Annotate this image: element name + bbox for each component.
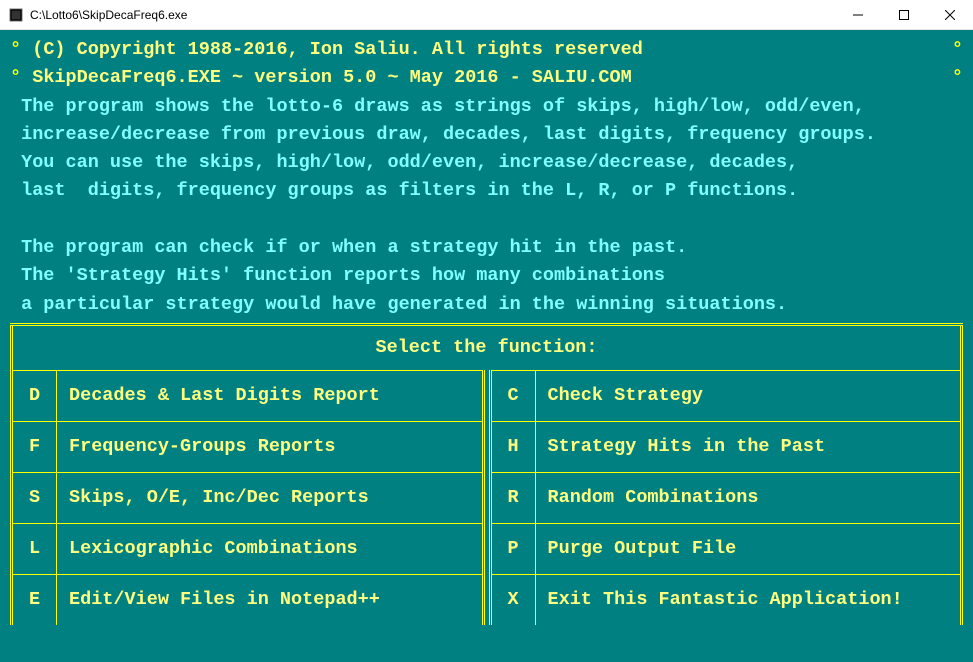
close-button[interactable] (927, 0, 973, 29)
menu-item-edit[interactable]: E Edit/View Files in Notepad++ (13, 574, 482, 625)
intro-line: The program shows the lotto-6 draws as s… (10, 93, 963, 121)
intro-line: increase/decrease from previous draw, de… (10, 121, 963, 149)
menu-grid: D Decades & Last Digits Report F Frequen… (10, 370, 963, 625)
menu-title: Select the function: (10, 326, 963, 370)
intro-line: You can use the skips, high/low, odd/eve… (10, 149, 963, 177)
intro-blank (10, 206, 963, 234)
menu-label: Lexicographic Combinations (57, 535, 482, 563)
intro-line: The program can check if or when a strat… (10, 234, 963, 262)
menu-key: F (13, 422, 57, 472)
console-area: ° (C) Copyright 1988-2016, Ion Saliu. Al… (0, 30, 973, 662)
menu-item-check[interactable]: C Check Strategy (492, 370, 961, 421)
menu-label: Decades & Last Digits Report (57, 382, 482, 410)
menu-label: Strategy Hits in the Past (536, 433, 961, 461)
menu-key: D (13, 371, 57, 421)
menu-item-frequency[interactable]: F Frequency-Groups Reports (13, 421, 482, 472)
menu-item-purge[interactable]: P Purge Output File (492, 523, 961, 574)
maximize-button[interactable] (881, 0, 927, 29)
intro-line: last digits, frequency groups as filters… (10, 177, 963, 205)
menu-box: Select the function: D Decades & Last Di… (10, 323, 963, 625)
minimize-button[interactable] (835, 0, 881, 29)
menu-item-lexicographic[interactable]: L Lexicographic Combinations (13, 523, 482, 574)
version-text: SkipDecaFreq6.EXE ~ version 5.0 ~ May 20… (32, 67, 632, 88)
window-titlebar: C:\Lotto6\SkipDecaFreq6.exe (0, 0, 973, 30)
menu-label: Skips, O/E, Inc/Dec Reports (57, 484, 482, 512)
menu-label: Purge Output File (536, 535, 961, 563)
menu-label: Check Strategy (536, 382, 961, 410)
window-title: C:\Lotto6\SkipDecaFreq6.exe (30, 8, 835, 22)
menu-item-exit[interactable]: X Exit This Fantastic Application! (492, 574, 961, 625)
header-line-1: ° (C) Copyright 1988-2016, Ion Saliu. Al… (10, 36, 963, 64)
intro-line: The 'Strategy Hits' function reports how… (10, 262, 963, 290)
menu-column-left: D Decades & Last Digits Report F Frequen… (13, 370, 485, 625)
menu-label: Exit This Fantastic Application! (536, 586, 961, 614)
window-controls (835, 0, 973, 29)
menu-key: H (492, 422, 536, 472)
menu-key: S (13, 473, 57, 523)
menu-key: C (492, 371, 536, 421)
copyright-text: (C) Copyright 1988-2016, Ion Saliu. All … (32, 39, 643, 60)
menu-column-right: C Check Strategy H Strategy Hits in the … (489, 370, 961, 625)
degree-mark: ° (952, 36, 963, 64)
menu-label: Frequency-Groups Reports (57, 433, 482, 461)
degree-mark: ° (10, 39, 21, 60)
menu-item-decades[interactable]: D Decades & Last Digits Report (13, 370, 482, 421)
intro-line: a particular strategy would have generat… (10, 291, 963, 319)
menu-label: Random Combinations (536, 484, 961, 512)
menu-label: Edit/View Files in Notepad++ (57, 586, 482, 614)
menu-key: E (13, 575, 57, 625)
menu-key: L (13, 524, 57, 574)
menu-key: R (492, 473, 536, 523)
menu-item-random[interactable]: R Random Combinations (492, 472, 961, 523)
degree-mark: ° (10, 67, 21, 88)
menu-item-hits[interactable]: H Strategy Hits in the Past (492, 421, 961, 472)
menu-key: P (492, 524, 536, 574)
header-line-2: ° SkipDecaFreq6.EXE ~ version 5.0 ~ May … (10, 64, 963, 92)
menu-item-skips[interactable]: S Skips, O/E, Inc/Dec Reports (13, 472, 482, 523)
menu-key: X (492, 575, 536, 625)
app-icon (8, 7, 24, 23)
degree-mark: ° (952, 64, 963, 92)
